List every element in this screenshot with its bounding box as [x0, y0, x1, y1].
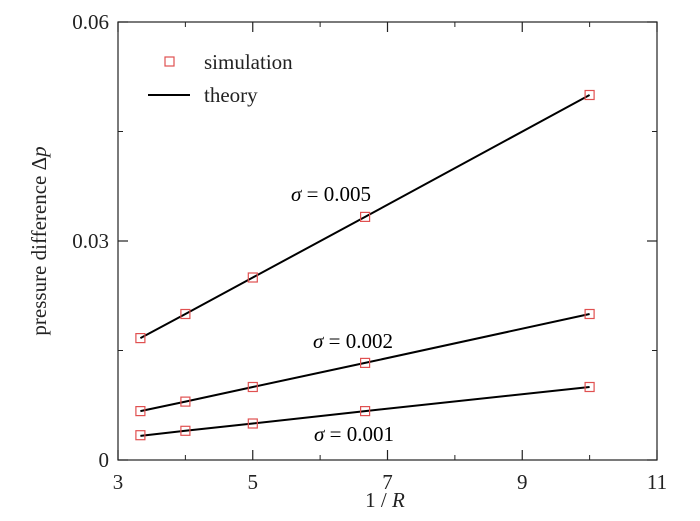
simulation-point-sigma-0001-0	[135, 430, 146, 441]
annotation-sigma-0001: σ = 0.001	[314, 422, 394, 446]
theory-line-sigma-0002	[140, 313, 590, 413]
x-tick-label-3: 9	[517, 470, 528, 494]
simulation-point-sigma-0001-3	[360, 406, 371, 417]
y-tick-label-0: 0	[99, 448, 110, 472]
simulation-point-sigma-0002-1	[180, 396, 191, 407]
simulation-point-sigma-0005-2	[247, 272, 258, 283]
x-tick-label-4: 11	[647, 470, 667, 494]
legend-simulation-label: simulation	[204, 50, 293, 74]
x-axis-title: 1 / R	[365, 488, 405, 512]
simulation-point-sigma-0005-4	[584, 89, 595, 101]
x-tick-label-2: 7	[382, 470, 393, 494]
simulation-point-sigma-0005-3	[360, 211, 371, 222]
x-tick-label-0: 3	[113, 470, 124, 494]
simulation-point-sigma-0002-2	[247, 381, 258, 393]
simulation-point-sigma-0001-4	[584, 381, 595, 393]
simulation-point-sigma-0005-0	[135, 333, 146, 344]
simulation-point-sigma-0005-1	[180, 308, 191, 320]
simulation-point-sigma-0001-2	[247, 418, 258, 429]
plot-layer	[135, 89, 595, 441]
plot-frame	[117, 21, 658, 461]
legend-simulation-marker	[164, 56, 175, 67]
axes-layer: 3 5 7 9 11 0 0.03 0.06	[72, 10, 667, 494]
legend: simulation theory	[148, 50, 293, 107]
simulation-point-sigma-0002-4	[584, 308, 595, 320]
simulation-point-sigma-0001-1	[180, 425, 191, 436]
simulation-point-sigma-0002-0	[135, 406, 146, 417]
y-tick-label-2: 0.06	[72, 10, 109, 34]
theory-line-sigma-0001	[140, 386, 590, 437]
annotation-sigma-0005: σ = 0.005	[291, 182, 371, 206]
y-tick-label-1: 0.03	[72, 229, 109, 253]
theory-line-sigma-0005	[139, 94, 591, 339]
y-axis-title: pressure difference Δp	[27, 146, 51, 335]
legend-theory-label: theory	[204, 83, 258, 107]
annotation-sigma-0002: σ = 0.002	[313, 329, 393, 353]
x-tick-label-1: 5	[248, 470, 259, 494]
simulation-point-sigma-0002-3	[360, 357, 371, 368]
